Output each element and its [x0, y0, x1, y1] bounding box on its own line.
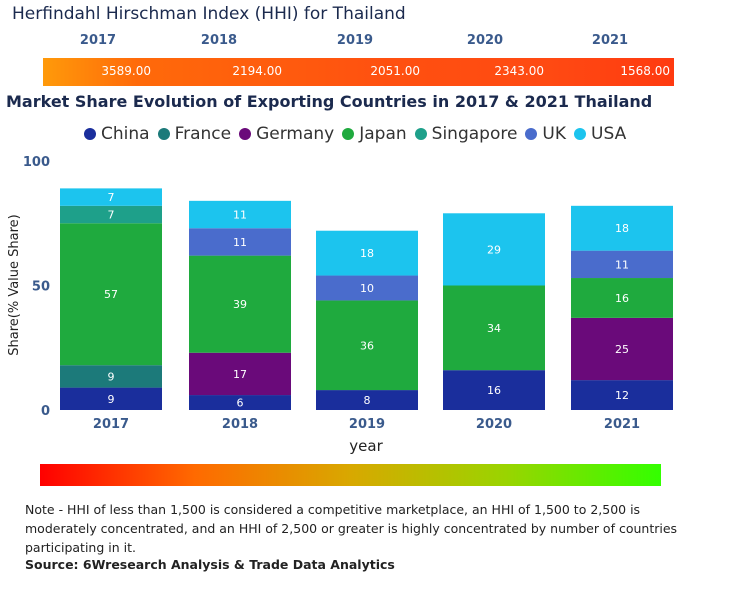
- data-label: 9: [108, 370, 115, 383]
- note-text: Note - HHI of less than 1,500 is conside…: [25, 502, 678, 555]
- x-axis-label: year: [349, 437, 383, 455]
- bar-segment-uk-2018: [189, 228, 291, 256]
- hhi-scale-gradient: [40, 464, 661, 486]
- chart-title: Market Share Evolution of Exporting Coun…: [6, 92, 653, 111]
- bar-segment-china-2019: [316, 390, 418, 410]
- bar-segment-germany-2018: [189, 352, 291, 396]
- hhi-year-2017: 2017: [79, 33, 117, 48]
- x-tick-label: 2020: [476, 417, 512, 432]
- hhi-year-2019: 2019: [336, 33, 374, 48]
- legend-item-china: China: [84, 124, 150, 144]
- bar-segment-usa-2019: [316, 230, 418, 276]
- legend-label: USA: [591, 124, 627, 144]
- legend-swatch: [239, 128, 252, 140]
- data-label: 36: [360, 339, 374, 352]
- hhi-value-2020: 2343.00: [494, 64, 544, 78]
- data-label: 17: [233, 368, 247, 381]
- bar-segment-usa-2021: [571, 205, 673, 251]
- bar-segment-singapore-2017: [60, 205, 162, 224]
- legend-label: Singapore: [431, 124, 518, 144]
- chart-legend: China France Germany Japan Singapore UK USA: [84, 124, 634, 144]
- bar-segment-china-2017: [60, 387, 162, 410]
- hhi-bar: [43, 58, 674, 86]
- data-label: 10: [360, 282, 374, 295]
- bar-segment-uk-2019: [316, 275, 418, 301]
- data-label: 6: [237, 397, 244, 410]
- legend-item-germany: Germany: [239, 124, 334, 144]
- bar-segment-japan-2017: [60, 223, 162, 366]
- data-label: 11: [233, 209, 247, 222]
- legend-item-japan: Japan: [342, 124, 407, 144]
- data-label: 16: [615, 292, 629, 305]
- legend-swatch: [414, 128, 427, 140]
- legend-item-uk: UK: [525, 124, 566, 144]
- bar-segment-usa-2018: [189, 200, 291, 229]
- y-tick-label: 100: [23, 155, 50, 170]
- data-label: 11: [615, 258, 629, 271]
- hhi-value-2019: 2051.00: [370, 64, 420, 78]
- legend-label: France: [174, 124, 232, 144]
- bar-segment-usa-2020: [443, 213, 545, 286]
- hhi-value-2021: 1568.00: [620, 64, 670, 78]
- data-label: 18: [360, 247, 374, 260]
- legend-swatch: [342, 128, 355, 140]
- data-label: 8: [364, 394, 371, 407]
- data-label: 57: [104, 288, 118, 301]
- legend-label: Japan: [359, 124, 407, 144]
- data-label: 29: [487, 243, 501, 256]
- hhi-title: Herfindahl Hirschman Index (HHI) for Tha…: [12, 4, 406, 24]
- legend-swatch: [525, 128, 538, 140]
- bar-segment-japan-2018: [189, 255, 291, 353]
- bar-segment-uk-2021: [571, 250, 673, 279]
- x-tick-label: 2021: [604, 417, 640, 432]
- hhi-value-2017: 3589.00: [101, 64, 151, 78]
- legend-item-singapore: Singapore: [414, 124, 518, 144]
- bar-segment-china-2020: [443, 370, 545, 410]
- data-label: 16: [487, 384, 501, 397]
- legend-swatch: [574, 128, 587, 140]
- x-tick-label: 2017: [93, 417, 129, 432]
- bar-segment-france-2017: [60, 365, 162, 388]
- data-label: 12: [615, 389, 629, 402]
- data-label: 34: [487, 322, 501, 335]
- hhi-value-2018: 2194.00: [232, 64, 282, 78]
- hhi-year-2021: 2021: [591, 33, 629, 48]
- legend-label: China: [101, 124, 150, 144]
- stacked-bar-chart: 0 50 100 Share(% Value Share) 9 9 57 7 7 2017 6 17 3…: [7, 155, 673, 455]
- data-label: 18: [615, 222, 629, 235]
- bar-segment-china-2021: [571, 380, 673, 410]
- data-label: 7: [108, 209, 115, 222]
- bar-segment-japan-2021: [571, 278, 673, 318]
- bar-segment-japan-2019: [316, 300, 418, 391]
- legend-label: Germany: [256, 124, 335, 144]
- data-label: 9: [108, 393, 115, 406]
- x-tick-label: 2018: [222, 417, 258, 432]
- y-tick-label: 50: [32, 280, 50, 295]
- bar-segment-germany-2021: [571, 317, 673, 381]
- data-label: 39: [233, 298, 247, 311]
- legend-label: UK: [542, 124, 567, 144]
- bar-segment-china-2018: [189, 395, 291, 410]
- y-axis-label: Share(% Value Share): [7, 214, 22, 356]
- legend-item-usa: USA: [574, 124, 626, 144]
- bar-segment-usa-2017: [60, 188, 162, 206]
- y-tick-label: 0: [41, 404, 50, 419]
- data-label: 11: [233, 236, 247, 249]
- legend-swatch: [84, 128, 96, 140]
- data-label: 7: [108, 191, 115, 204]
- source-text: Source: 6Wresearch Analysis & Trade Data…: [25, 557, 395, 572]
- legend-item-france: France: [157, 124, 232, 144]
- hhi-year-2020: 2020: [466, 33, 504, 48]
- legend-swatch: [157, 128, 170, 140]
- x-tick-label: 2019: [349, 417, 385, 432]
- data-label: 25: [615, 343, 629, 356]
- bar-segment-japan-2020: [443, 285, 545, 371]
- hhi-year-2018: 2018: [200, 33, 238, 48]
